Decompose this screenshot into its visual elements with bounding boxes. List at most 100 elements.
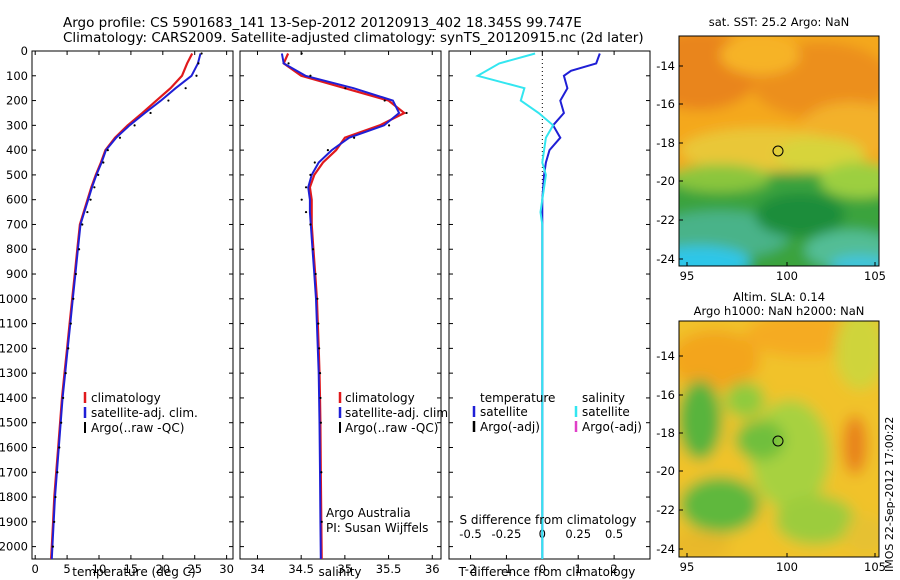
map-y-tick-label: -22 — [656, 503, 675, 517]
data-point — [319, 396, 322, 400]
data-point — [383, 99, 386, 102]
sst-map-title: sat. SST: 25.2 Argo: NaN — [709, 15, 850, 29]
data-point — [326, 149, 329, 152]
depth-tick-label: 200 — [6, 94, 28, 108]
depth-tick-label: 1800 — [0, 490, 28, 504]
sst-map-panel: sat. SST: 25.2 Argo: NaN 95 — [656, 15, 886, 283]
map-y-tick-label: -18 — [656, 426, 675, 440]
data-point — [149, 111, 152, 115]
data-point — [64, 372, 67, 375]
x-tick-label: 2 — [610, 562, 617, 576]
depth-tick-label: 600 — [6, 193, 28, 207]
map-x-tick-label: 95 — [680, 560, 695, 574]
data-point — [344, 87, 347, 90]
data-point — [200, 52, 203, 55]
x-tick-label: -1 — [501, 562, 512, 576]
series-line-satellite-adj-clim — [50, 53, 202, 560]
data-point — [167, 99, 170, 102]
data-point — [58, 446, 61, 449]
data-point — [53, 520, 56, 523]
sla-map-image — [679, 321, 879, 557]
difference-xlabel-2: S difference from climatology — [460, 513, 637, 527]
data-point — [309, 173, 312, 177]
depth-tick-label: 1000 — [0, 292, 28, 306]
data-point — [311, 248, 315, 251]
map-y-tick-label: -18 — [656, 136, 675, 150]
header-line-2: Climatology: CARS2009. Satellite-adjuste… — [63, 30, 644, 46]
sla-map-title-2: Argo h1000: NaN h2000: NaN — [694, 304, 865, 318]
map-y-tick-label: -16 — [656, 388, 675, 402]
x-tick-label: 35 — [338, 562, 353, 576]
data-point — [314, 272, 317, 276]
temperature-axes-frame — [31, 50, 234, 560]
x-tick-label: 1 — [575, 562, 582, 576]
s-diff-tick-label: 0.25 — [565, 527, 591, 541]
sla-map-panel: Altim. SLA: 0.14 Argo h1000: NaN h2000: … — [656, 290, 886, 574]
sst-map-axes: 95 100 105 -14 -16 -18 -20 -22 -24 — [656, 59, 886, 283]
salinity-axes: 34 34.5 35 35.5 36 — [240, 50, 441, 576]
data-point — [106, 149, 109, 152]
depth-tick-label: 1200 — [0, 341, 28, 355]
data-point — [309, 223, 312, 226]
depth-tick-label: 2000 — [0, 540, 28, 554]
difference-axes-frame — [448, 50, 651, 560]
data-point — [67, 347, 70, 350]
data-point — [77, 248, 81, 251]
depth-tick-label: 800 — [6, 242, 28, 256]
x-tick-label: 5 — [63, 562, 70, 576]
s-diff-tick-label: 0.5 — [605, 527, 623, 541]
depth-tick-label: 400 — [6, 143, 28, 157]
data-point — [318, 347, 321, 350]
sst-argo-marker — [772, 145, 784, 157]
series-line-satellite-adj-clim — [280, 53, 401, 560]
salinity-panel: 34 34.5 35 35.5 36 salinity climatology sate… — [239, 50, 452, 579]
map-x-tick-label: 105 — [864, 560, 886, 574]
x-tick-label: 25 — [187, 562, 202, 576]
x-tick-label: 34 — [250, 562, 265, 576]
data-point — [81, 223, 84, 226]
salinity-xlabel: salinity — [318, 565, 361, 579]
sla-map-title-1: Altim. SLA: 0.14 — [733, 290, 825, 304]
salinity-annotation-2: PI: Susan Wijffels — [326, 521, 428, 535]
legend-title-salinity: salinity — [582, 391, 625, 405]
legend-label-s-argo: Argo(-adj) — [582, 420, 642, 434]
data-point — [318, 372, 322, 375]
data-point — [60, 421, 63, 424]
data-point — [62, 396, 65, 400]
x-tick-label: -2 — [465, 562, 476, 576]
data-point — [320, 520, 323, 523]
salinity-legend: climatology satellite-adj. clim. Argo(..… — [338, 391, 452, 435]
difference-series — [475, 52, 601, 559]
data-point — [102, 161, 105, 164]
data-point — [89, 198, 92, 201]
data-point — [54, 495, 57, 499]
data-point — [86, 210, 89, 214]
data-point — [184, 87, 187, 90]
legend-label-s-satellite: satellite — [582, 405, 630, 419]
depth-tick-label: 1500 — [0, 416, 28, 430]
map-y-tick-label: -24 — [656, 542, 675, 556]
x-tick-label: 35.5 — [376, 562, 402, 576]
temperature-legend: climatology satellite-adj. clim. Argo(..… — [83, 391, 198, 435]
data-point — [353, 136, 356, 139]
difference-panel: -2 -1 0 1 2-0.5 -0.25 0 0.25 0.5 T difference fr… — [448, 50, 651, 579]
x-tick-label: 0 — [32, 562, 39, 576]
x-tick-label: 36 — [425, 562, 440, 576]
map-x-tick-label: 100 — [776, 269, 798, 283]
difference-legend: temperature satellite Argo(-adj) salinit… — [472, 391, 642, 434]
map-x-tick-label: 105 — [864, 269, 886, 283]
depth-tick-label: 1700 — [0, 465, 28, 479]
salinity-series — [280, 52, 408, 560]
data-point — [195, 74, 198, 77]
depth-tick-label: 0 — [21, 44, 28, 58]
s-diff-tick-label: -0.25 — [492, 527, 522, 541]
data-point — [93, 186, 96, 189]
map-x-tick-label: 95 — [680, 269, 695, 283]
data-point — [69, 322, 72, 325]
data-point — [320, 471, 323, 474]
x-tick-label: 0 — [539, 562, 546, 576]
sst-map-image — [679, 36, 879, 266]
depth-tick-label: 1900 — [0, 515, 28, 529]
data-point — [56, 471, 59, 474]
legend-label-argo: Argo(..raw -QC) — [91, 421, 184, 435]
